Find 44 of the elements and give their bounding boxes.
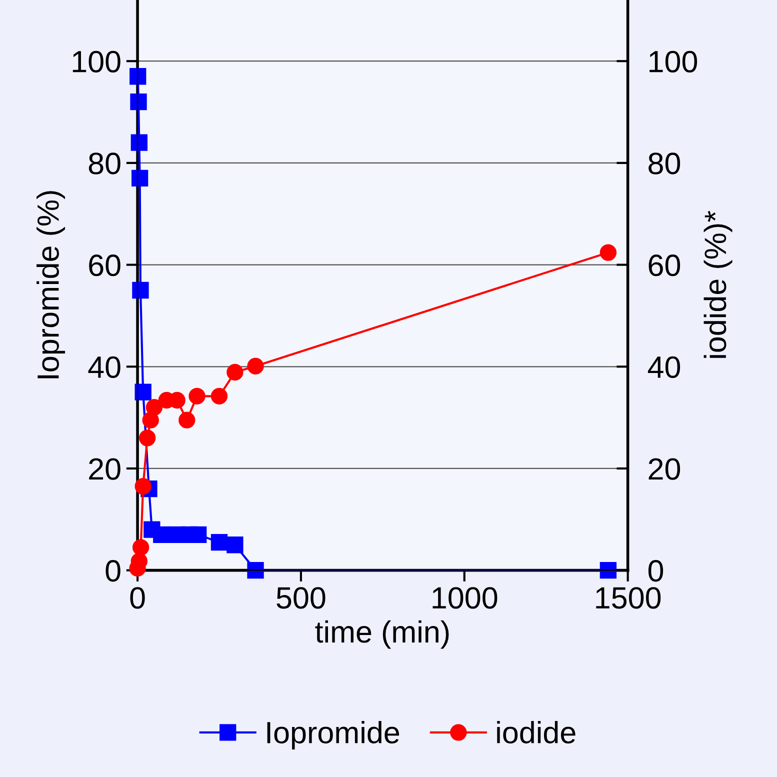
y2-tick-label: 60	[648, 254, 680, 276]
y-tick-label: 60	[89, 254, 120, 276]
y2-tick-label: 0	[648, 560, 664, 582]
point	[210, 388, 228, 404]
point	[142, 412, 159, 428]
y-axis-title: Iopromide (%)	[36, 191, 66, 378]
point	[600, 562, 617, 579]
point	[178, 412, 196, 428]
point	[146, 399, 163, 416]
point	[247, 562, 264, 579]
point	[132, 539, 150, 556]
point	[226, 364, 244, 381]
y2-tick-label: 80	[648, 152, 680, 174]
point	[130, 134, 148, 151]
point	[132, 282, 149, 299]
point	[600, 244, 617, 261]
y2-tick-label: 100	[650, 50, 698, 72]
x-axis-title: time (min)	[315, 620, 449, 649]
point	[131, 170, 148, 187]
point	[247, 358, 264, 374]
x-tick-label: 1500	[596, 587, 661, 609]
point	[130, 94, 147, 110]
point	[210, 534, 228, 551]
x-tick-label: 1000	[432, 587, 498, 609]
x-tick-label: 0	[130, 587, 145, 609]
legend-label: Iopromide	[267, 721, 400, 750]
y-tick-label: 40	[88, 356, 120, 378]
point	[188, 388, 206, 404]
y2-tick-label: 40	[648, 356, 680, 378]
legend-label: iodide	[497, 721, 576, 744]
point	[153, 526, 170, 544]
y-tick-label: 0	[106, 560, 120, 582]
y-tick-label: 100	[72, 50, 120, 72]
y2-tick-label: 20	[648, 458, 680, 480]
y-tick-label: 80	[88, 152, 120, 174]
point	[139, 430, 156, 446]
y-tick-label: 20	[89, 458, 120, 480]
point	[134, 384, 152, 400]
point	[134, 478, 152, 495]
point	[190, 526, 207, 544]
point	[130, 68, 146, 85]
point	[226, 536, 244, 554]
y2-axis-title: iodide (%)*	[704, 210, 732, 358]
x-tick-label: 500	[276, 587, 326, 609]
